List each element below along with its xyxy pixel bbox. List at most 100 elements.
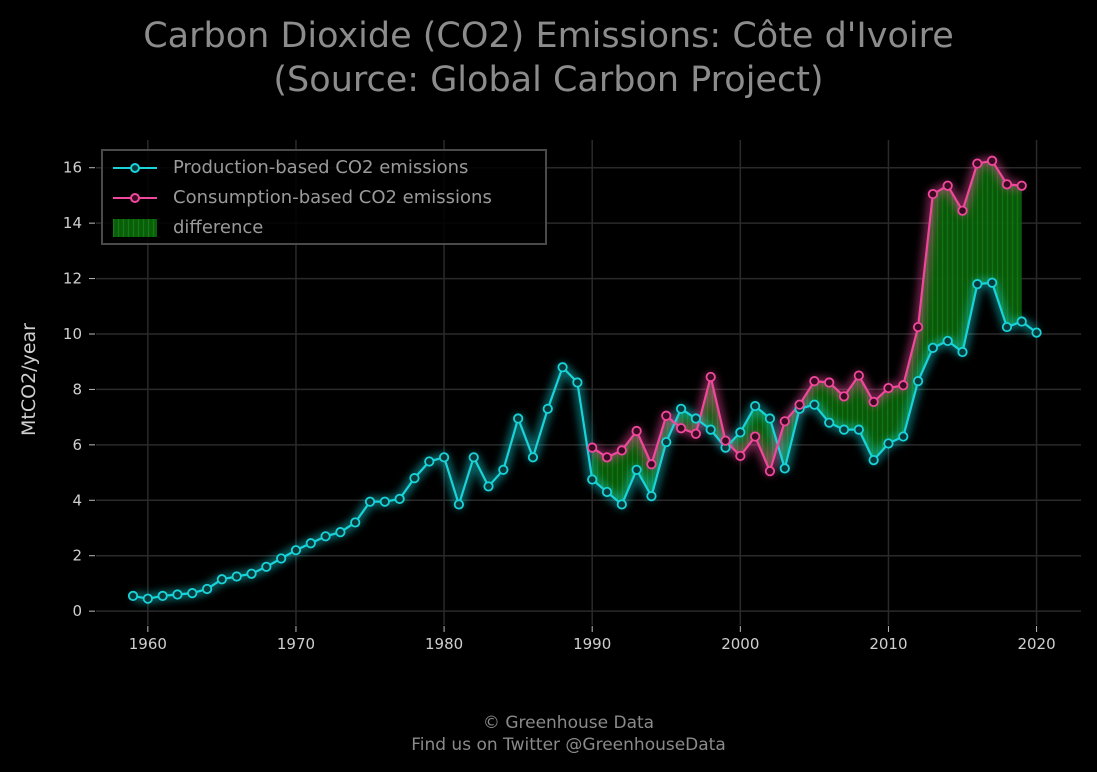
footer: © Greenhouse Data Find us on Twitter @Gr… [0,712,1097,756]
production-point [216,574,228,585]
y-tick-label: 6 [72,436,82,454]
x-tick-label: 2000 [721,635,759,653]
legend: Production-based CO2 emissions Consumpti… [101,149,547,245]
production-point [824,417,835,428]
y-tick-label: 10 [63,325,82,343]
consumption-point [661,410,672,421]
legend-item-difference: difference [111,215,541,241]
production-point [172,589,183,600]
production-point [468,452,479,463]
production-point [868,454,879,466]
footer-copyright: © Greenhouse Data [482,713,655,733]
consumption-point [838,391,850,402]
production-point [853,424,864,435]
y-tick-label: 14 [63,214,82,232]
production-point [231,571,242,582]
production-point [631,464,642,475]
production-point [350,517,361,528]
production-point [320,531,331,542]
consumption-point [972,158,983,169]
consumption-point [927,188,938,200]
production-point [764,413,776,424]
production-point [127,590,139,602]
production-point [661,436,672,448]
production-point [290,545,302,556]
axes: 1960 1970 1980 1990 2000 2010 2020 0 2 4 6 8 10 12 14 1… [18,159,1056,653]
chart-title-line-1: Carbon Dioxide (CO2) Emissions: Côte d'I… [143,16,954,56]
production-point [246,568,257,579]
consumption-point [809,376,820,387]
y-tick-label: 16 [63,159,82,177]
consumption-point [631,425,642,437]
production-point [498,464,509,475]
x-tick-label: 1960 [129,635,167,653]
legend-item-consumption: Consumption-based CO2 emissions [111,185,541,211]
production-point [779,463,790,474]
production-point [557,362,568,373]
consumption-point [646,459,657,470]
production-point [542,403,553,414]
production-point [276,553,287,564]
consumption-point [942,180,953,191]
x-tick-label: 2010 [869,635,907,653]
production-point [261,561,272,572]
consumption-point [883,382,894,394]
production-point [379,496,390,507]
production-point [394,493,405,504]
consumption-point [1001,179,1013,190]
legend-production-swatch [113,163,157,173]
consumption-point [735,450,746,462]
legend-difference-swatch [113,219,157,237]
y-axis-label: MtCO2/year [18,323,40,436]
production-point [838,424,850,435]
consumption-point [764,466,776,477]
production-point [187,588,198,599]
consumption-point [794,399,805,410]
production-point [513,413,524,424]
consumption-point [675,423,687,434]
production-point [750,400,761,412]
consumption-point [616,445,627,456]
x-tick-label: 2020 [1017,635,1055,653]
legend-consumption-swatch [113,193,157,203]
x-tick-label: 1990 [573,635,611,653]
production-point [335,527,346,538]
series-markers [127,155,1042,604]
footer-twitter: Find us on Twitter @GreenhouseData [411,735,726,755]
consumption-point [853,370,864,381]
production-point [201,583,213,595]
production-point [957,346,968,358]
production-point [424,456,435,467]
production-point [942,335,953,347]
production-point [883,438,894,449]
production-point [364,496,376,507]
consumption-point [912,321,924,333]
y-tick-label: 12 [63,270,82,288]
consumption-point [720,435,731,446]
production-point [690,413,701,424]
production-point [927,342,938,353]
production-point [616,499,627,510]
production-point [987,277,998,288]
legend-difference-label: difference [173,217,264,238]
consumption-point [868,396,879,407]
x-tick-label: 1980 [425,635,463,653]
production-point [453,499,464,510]
production-point [601,486,613,498]
production-point [409,473,420,484]
production-point [587,474,598,485]
y-tick-label: 2 [72,547,82,565]
chart-title: Carbon Dioxide (CO2) Emissions: Côte d'I… [0,14,1097,102]
consumption-point [750,431,761,442]
consumption-point [587,442,598,453]
consumption-point [898,380,909,391]
legend-consumption-label: Consumption-based CO2 emissions [173,187,492,208]
production-point [1016,316,1027,327]
consumption-point [987,155,998,166]
production-point [572,377,583,388]
legend-item-production: Production-based CO2 emissions [111,155,541,181]
production-point [527,452,539,463]
production-point [898,431,909,442]
y-tick-label: 4 [72,491,82,509]
